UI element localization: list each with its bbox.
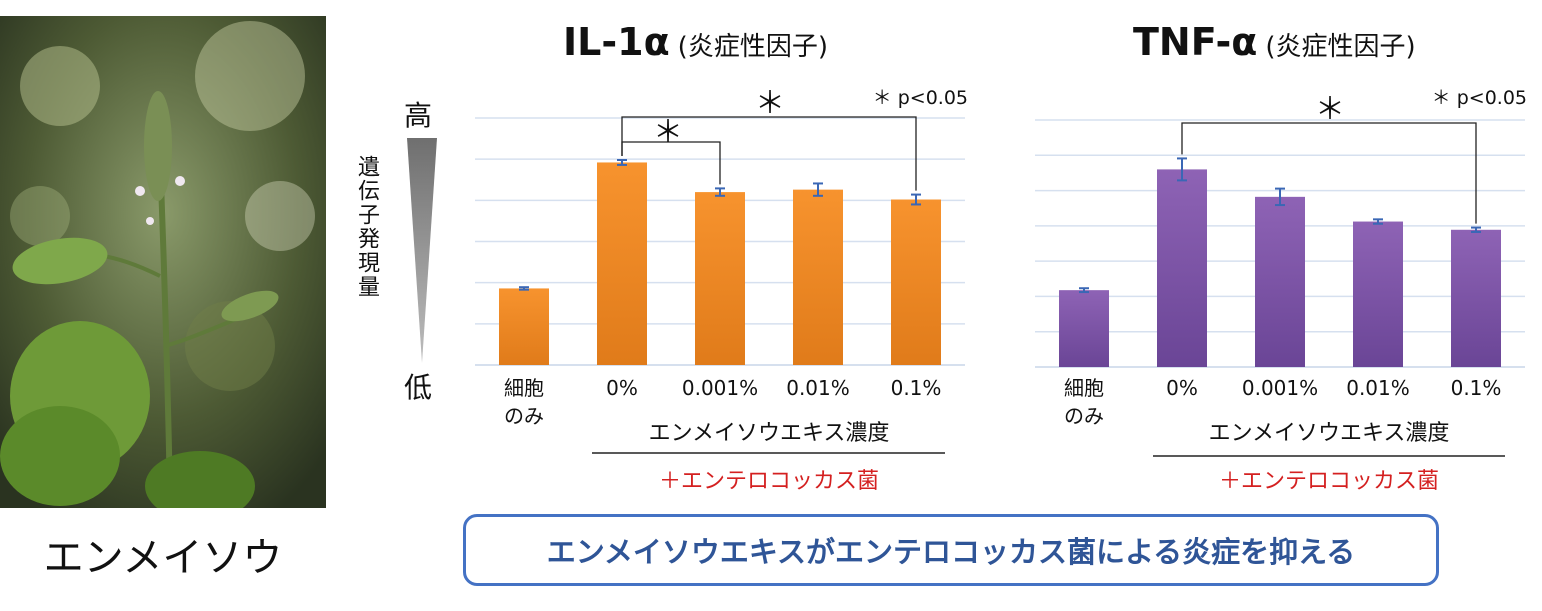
tnfa-chart-title: TNF-α (炎症性因子): [1133, 20, 1416, 64]
tnfa-errorbar-4: [1471, 226, 1481, 233]
tnfa-bar-3: [1353, 221, 1403, 367]
il1a-errorbar-1: [617, 158, 627, 166]
il1a-significance-note: ＊ p<0.05: [873, 87, 968, 109]
tnfa-errorbar-0: [1079, 287, 1089, 294]
il1a-bar-4: [891, 199, 941, 365]
il1a-tick-label-4: 0.1%: [891, 376, 942, 400]
il1a-sig-star-1: ＊: [653, 115, 683, 150]
tnfa-sig-star-0: ＊: [1315, 92, 1345, 127]
tnfa-title: TNF-α: [1133, 20, 1258, 64]
il1a-bar-1: [597, 162, 647, 365]
tnfa-group-label: ＋エンテロコッカス菌: [1219, 469, 1439, 494]
il1a-bar-2: [695, 192, 745, 365]
il1a-xlabel: エンメイソウエキス濃度: [649, 421, 890, 446]
y-axis-label: 遺伝子発現量: [354, 155, 379, 299]
tnfa-tick-label-0: 細胞: [1064, 376, 1104, 400]
tnfa-xlabel: エンメイソウエキス濃度: [1209, 421, 1450, 446]
tnfa-errorbar-3: [1373, 218, 1383, 225]
y-axis-low-label: 低: [404, 371, 433, 404]
tnfa-errorbar-2: [1275, 187, 1285, 207]
il1a-tick-label-0: のみ: [504, 404, 544, 428]
plant-photo: [0, 16, 326, 508]
tnfa-tick-label-1: 0%: [1166, 376, 1198, 400]
tnfa-significance-note: ＊ p<0.05: [1432, 87, 1527, 109]
conclusion-banner: エンメイソウエキスがエンテロコッカス菌による炎症を抑える: [463, 514, 1439, 586]
il1a-bar-3: [793, 189, 843, 365]
tnfa-bar-0: [1059, 290, 1109, 367]
il1a-sig-bracket-1: [621, 141, 721, 185]
tnfa-tick-label-0: のみ: [1064, 404, 1104, 428]
y-axis-high-label: 高: [404, 99, 433, 132]
il1a-chart-title: IL-1α (炎症性因子): [563, 20, 828, 64]
tnfa-bar-4: [1451, 229, 1501, 367]
tnfa-errorbar-1: [1177, 157, 1187, 182]
plant-name-label: エンメイソウ: [43, 535, 283, 581]
il1a-sig-bracket-0: [621, 116, 917, 191]
tnfa-tick-label-4: 0.1%: [1451, 376, 1502, 400]
il1a-errorbar-3: [813, 182, 823, 197]
il1a-tick-label-1: 0%: [606, 376, 638, 400]
il1a-sig-star-0: ＊: [755, 86, 785, 121]
gradient-triangle: [407, 138, 437, 363]
tnfa-tick-label-2: 0.001%: [1242, 376, 1318, 400]
il1a-title: IL-1α: [563, 20, 670, 64]
tnfa-bar-2: [1255, 196, 1305, 367]
tnfa-sig-bracket-0: [1181, 122, 1477, 224]
il1a-errorbar-2: [715, 187, 725, 197]
il1a-subtitle: (炎症性因子): [677, 32, 828, 62]
il1a-bar-0: [499, 288, 549, 365]
il1a-tick-label-2: 0.001%: [682, 376, 758, 400]
tnfa-subtitle: (炎症性因子): [1265, 32, 1416, 62]
il1a-errorbar-4: [911, 193, 921, 206]
il1a-tick-label-3: 0.01%: [786, 376, 850, 400]
tnfa-bar-1: [1157, 169, 1207, 367]
il1a-group-label: ＋エンテロコッカス菌: [659, 469, 879, 494]
il1a-errorbar-0: [519, 286, 529, 291]
tnfa-tick-label-3: 0.01%: [1346, 376, 1410, 400]
il1a-tick-label-0: 細胞: [504, 376, 544, 400]
